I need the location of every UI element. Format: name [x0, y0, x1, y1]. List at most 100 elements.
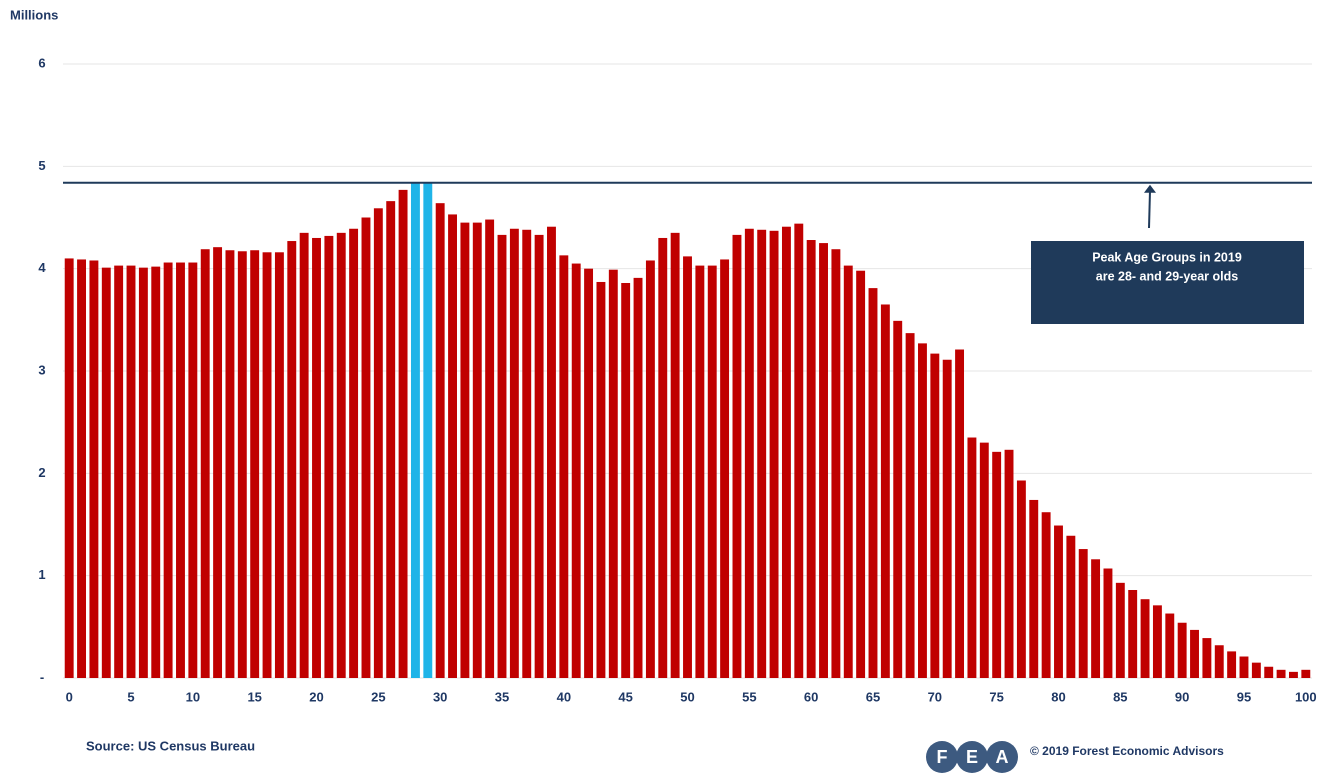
bar [781, 226, 791, 678]
bar [596, 281, 606, 678]
bar [324, 235, 334, 679]
x-tick-label: 10 [186, 689, 200, 704]
bar [472, 222, 482, 678]
bar [918, 343, 927, 678]
bar [1029, 499, 1039, 678]
bar [522, 229, 532, 678]
bar [1066, 535, 1076, 678]
x-tick-label: 80 [1051, 689, 1065, 704]
x-tick-label: 90 [1175, 689, 1189, 704]
bar [77, 259, 87, 678]
bar [1190, 629, 1199, 678]
bar [744, 228, 754, 679]
bar [114, 265, 124, 678]
bar [633, 277, 643, 678]
y-tick-label: 5 [38, 158, 45, 173]
annotation-text: Peak Age Groups in 2019 [1092, 250, 1242, 264]
x-tick-label: 100 [1295, 689, 1317, 704]
bar [262, 252, 272, 678]
bar [670, 232, 680, 678]
bar [1264, 666, 1274, 678]
x-tick-label: 50 [680, 689, 694, 704]
x-tick-label: 55 [742, 689, 756, 704]
bar [386, 201, 396, 679]
y-tick-label: 4 [38, 260, 46, 275]
bar [126, 265, 136, 678]
bar [349, 228, 359, 679]
bar [806, 240, 816, 678]
x-tick-label: 95 [1237, 689, 1251, 704]
bar [942, 359, 952, 678]
logo-letter: E [966, 747, 978, 767]
bar [695, 265, 705, 678]
logo-letter: A [996, 747, 1009, 767]
x-tick-label: 70 [928, 689, 942, 704]
bar [707, 265, 717, 678]
bar [373, 208, 383, 679]
x-tick-label: 20 [309, 689, 323, 704]
x-tick-label: 85 [1113, 689, 1127, 704]
bar [571, 263, 581, 678]
bar [274, 252, 284, 678]
bar [819, 243, 828, 679]
bar [621, 282, 631, 678]
bar [1214, 645, 1224, 678]
bar [547, 226, 556, 678]
bar [856, 270, 866, 678]
logo-letter: F [937, 747, 948, 767]
bar [1301, 669, 1311, 678]
bar [905, 333, 915, 678]
bar [410, 182, 420, 678]
bar [992, 451, 1002, 678]
bar [955, 349, 965, 678]
bar [423, 182, 433, 678]
bar [237, 251, 247, 678]
bar [89, 260, 99, 678]
x-tick-label: 30 [433, 689, 447, 704]
bar [188, 262, 198, 678]
annotation-text: are 28- and 29-year olds [1096, 269, 1238, 283]
bar [299, 232, 309, 678]
bar [176, 262, 185, 678]
bar [1103, 568, 1113, 678]
bar [101, 267, 111, 678]
x-tick-label: 15 [247, 689, 261, 704]
bar [880, 304, 890, 678]
bar [225, 250, 235, 678]
x-tick-label: 45 [618, 689, 632, 704]
y-tick-label: 1 [38, 567, 45, 582]
bar [200, 249, 210, 678]
bar [287, 241, 297, 678]
x-tick-label: 35 [495, 689, 509, 704]
copyright: © 2019 Forest Economic Advisors [1030, 744, 1224, 758]
bar [732, 234, 742, 678]
bar [769, 230, 779, 678]
bar [1251, 662, 1261, 678]
bar [1016, 480, 1026, 678]
bar [1140, 599, 1150, 678]
bar [163, 262, 173, 678]
bar [361, 217, 371, 678]
bar [843, 265, 853, 678]
bar [1288, 671, 1298, 678]
x-tick-label: 65 [866, 689, 880, 704]
bar [720, 259, 730, 678]
bar [967, 437, 977, 678]
bar [658, 237, 668, 678]
bar [448, 214, 457, 678]
bar [1202, 638, 1212, 678]
x-tick-label: 0 [66, 689, 73, 704]
bar [1054, 525, 1063, 678]
bar [1128, 589, 1138, 678]
bar [1115, 582, 1125, 678]
bar [312, 237, 321, 678]
x-tick-label: 40 [557, 689, 571, 704]
y-tick-label: 6 [38, 55, 45, 70]
logo-circle [956, 741, 988, 773]
arrow [1148, 190, 1151, 229]
bar [868, 288, 878, 678]
bar [757, 229, 767, 678]
y-tick-label: 2 [38, 465, 45, 480]
